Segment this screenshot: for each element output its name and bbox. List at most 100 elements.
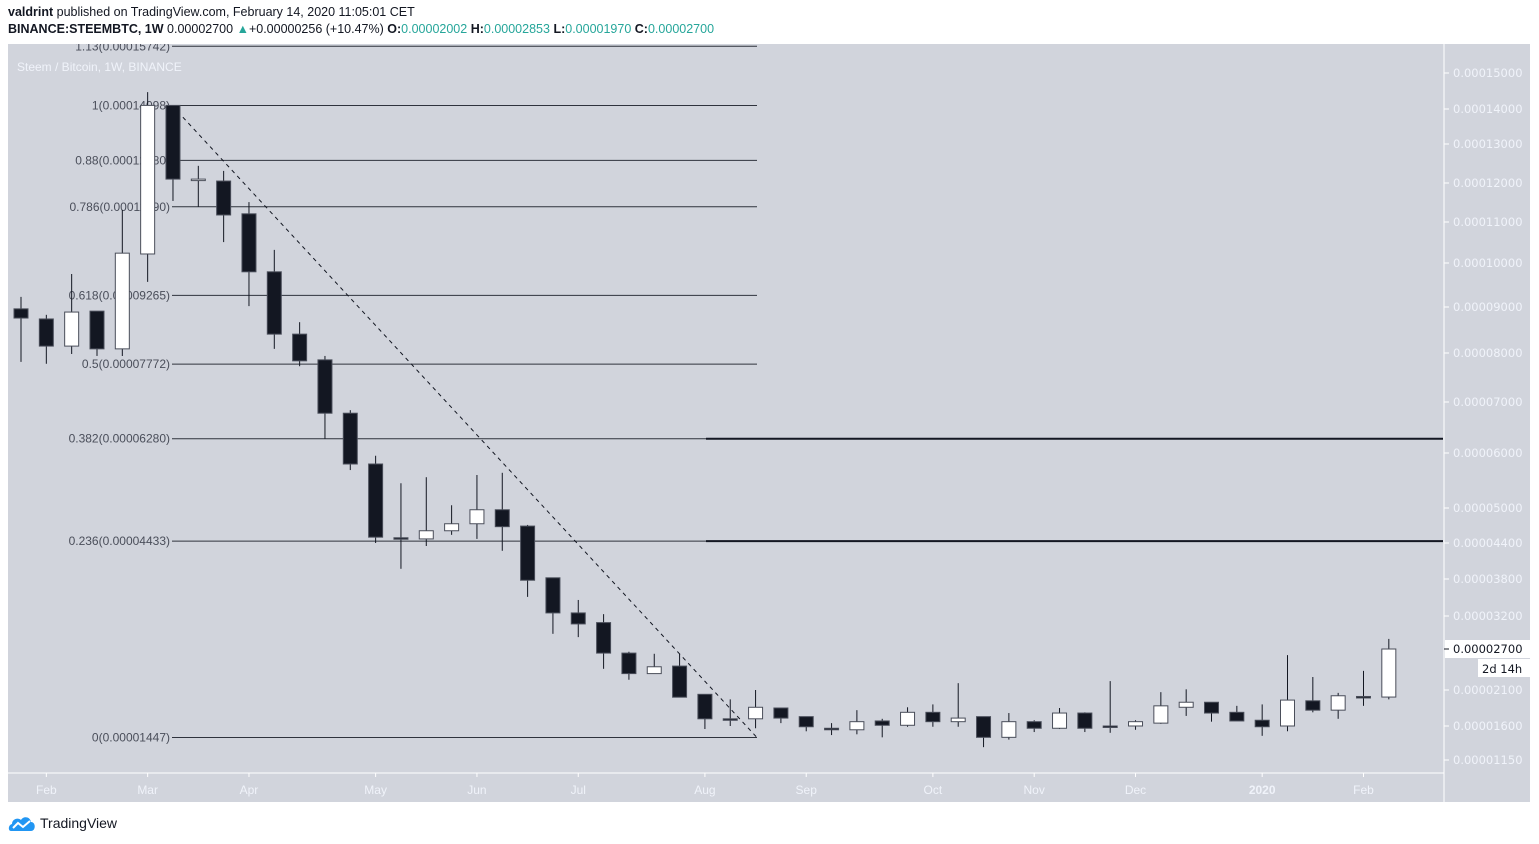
high-value: 0.00002853 [483, 22, 550, 36]
candle[interactable] [976, 716, 992, 748]
bear-candle-body [13, 308, 29, 319]
candle[interactable] [494, 472, 510, 551]
tradingview-footer[interactable]: TradingView [8, 814, 117, 832]
candle[interactable] [444, 505, 460, 535]
bull-candle-body [1330, 695, 1346, 711]
candle[interactable] [545, 577, 561, 634]
price-tick-label: 0.00004400 [1453, 536, 1523, 550]
candle[interactable] [849, 710, 865, 735]
candle[interactable] [1001, 713, 1017, 740]
candle[interactable] [1254, 704, 1270, 736]
candle[interactable] [418, 477, 434, 546]
bear-candle-body [1355, 695, 1371, 699]
time-tick-label: Nov [1024, 783, 1045, 797]
close-label: C: [634, 22, 648, 36]
bull-candle-body [1153, 705, 1169, 724]
candle[interactable] [1153, 692, 1169, 724]
candle[interactable] [773, 707, 789, 724]
candle[interactable] [672, 653, 688, 698]
candle[interactable] [1330, 692, 1346, 719]
candle[interactable] [748, 690, 764, 729]
fib-level-label: 0.236(0.00004433) [69, 534, 170, 548]
symbol-info: BINANCE:STEEMBTC, 1W 0.00002700 ▲+0.0000… [8, 22, 714, 36]
candle[interactable] [824, 723, 840, 736]
candle[interactable] [900, 707, 916, 727]
bull-candle-body [1280, 699, 1295, 727]
candle[interactable] [1229, 705, 1245, 722]
candle[interactable] [1052, 708, 1068, 730]
candle[interactable] [165, 104, 181, 201]
chart-pane[interactable] [8, 44, 1530, 802]
bear-candle-body [596, 622, 612, 654]
last-price-marker [1445, 640, 1530, 658]
candle[interactable] [1204, 701, 1220, 722]
bear-candle-body [672, 665, 688, 698]
candle[interactable] [469, 475, 485, 539]
chart-legend-title: Steem / Bitcoin, 1W, BINANCE [17, 60, 182, 74]
candle[interactable] [520, 524, 536, 597]
candle[interactable] [114, 209, 130, 356]
publish-info: valdrint published on TradingView.com, F… [8, 5, 415, 19]
candle[interactable] [1381, 638, 1397, 700]
bear-candle-body [621, 652, 637, 675]
price-tick-label: 0.00008000 [1453, 346, 1523, 360]
candle[interactable] [1178, 689, 1194, 716]
time-tick-label: Feb [1353, 783, 1374, 797]
candle[interactable] [1077, 712, 1093, 733]
candle[interactable] [621, 651, 637, 680]
bear-candle-body [976, 716, 992, 738]
bear-candle-body [1026, 721, 1042, 729]
candle[interactable] [64, 274, 80, 354]
bear-candle-body [722, 718, 738, 721]
candle[interactable] [190, 165, 206, 207]
candle[interactable] [697, 693, 713, 730]
time-tick-label: Dec [1125, 783, 1146, 797]
time-tick-label: Aug [694, 783, 715, 797]
bear-candle-body [38, 318, 54, 347]
bull-candle-body [190, 178, 206, 182]
candle[interactable] [1280, 655, 1295, 732]
candle[interactable] [342, 410, 358, 471]
price-tick-label: 0.00011000 [1453, 215, 1523, 229]
tradingview-cloud-icon [8, 817, 35, 831]
bear-candle-body [1254, 719, 1270, 728]
candle[interactable] [266, 249, 282, 349]
candle[interactable] [646, 653, 662, 675]
candle[interactable] [798, 716, 814, 732]
candle[interactable] [216, 170, 232, 243]
bear-candle-body [773, 707, 789, 719]
candle[interactable] [38, 314, 54, 364]
candle[interactable] [292, 322, 308, 367]
candle[interactable] [393, 483, 409, 569]
candle[interactable] [1026, 720, 1042, 733]
bull-candle-body [1381, 648, 1397, 698]
candle[interactable] [368, 455, 384, 543]
time-tick-label: Mar [137, 783, 158, 797]
candle[interactable] [1128, 720, 1144, 730]
bear-candle-body [266, 271, 282, 335]
candle[interactable] [950, 683, 966, 727]
time-tick-label: Oct [924, 783, 943, 797]
candle[interactable] [1102, 681, 1118, 733]
candle[interactable] [570, 599, 586, 638]
candle[interactable] [89, 310, 105, 356]
candle[interactable] [722, 699, 738, 726]
candle[interactable] [140, 92, 156, 282]
candle[interactable] [13, 296, 29, 362]
candle[interactable] [874, 718, 890, 738]
bull-candle-body [114, 252, 130, 350]
price-tick-label: 0.00014000 [1453, 102, 1523, 116]
author-name[interactable]: valdrint [8, 5, 54, 19]
candle[interactable] [596, 614, 612, 669]
bear-candle-body [1077, 712, 1093, 729]
bear-candle-body [824, 727, 840, 731]
candle[interactable] [317, 355, 333, 439]
bull-candle-body [748, 706, 764, 720]
candle[interactable] [1305, 677, 1321, 713]
candle[interactable] [925, 704, 941, 727]
bear-candle-body [570, 612, 586, 625]
bear-candle-body [292, 333, 308, 362]
candle[interactable] [1355, 670, 1371, 706]
candle[interactable] [241, 202, 257, 307]
